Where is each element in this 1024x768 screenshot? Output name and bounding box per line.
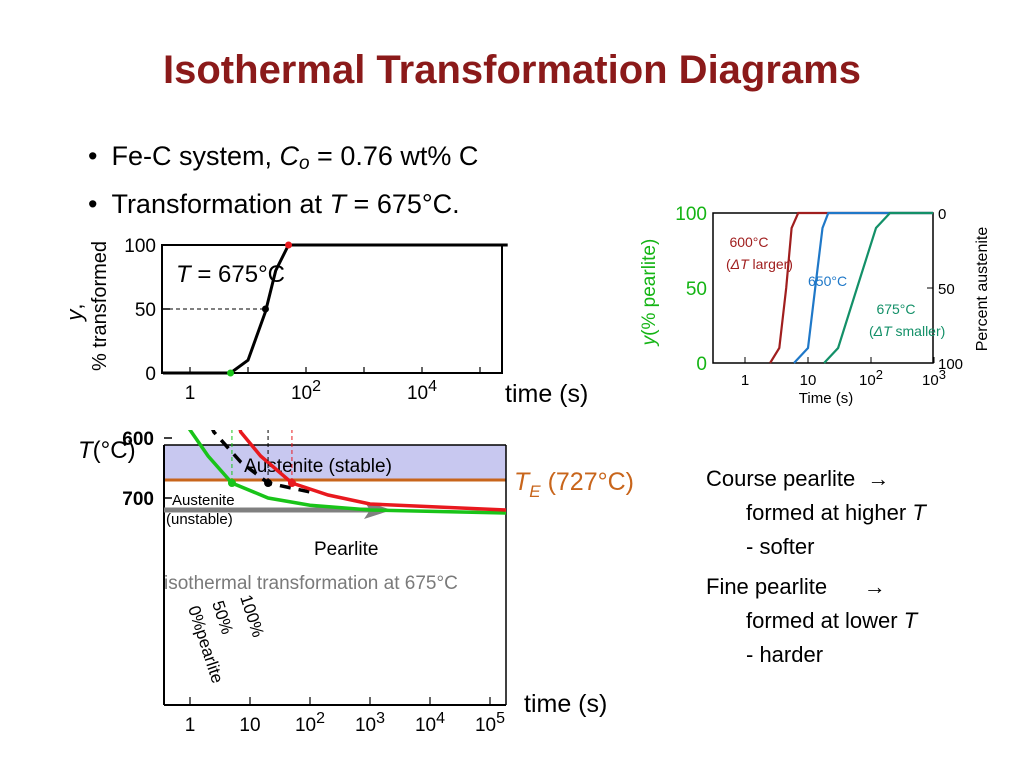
x-tick-label: 102 bbox=[291, 378, 321, 404]
y-tick-label: 100 bbox=[675, 204, 707, 225]
x-axis-label: time (s) bbox=[505, 380, 588, 408]
right-arrow-icon: → bbox=[863, 574, 886, 599]
y2-tick-label: 50 bbox=[938, 281, 955, 298]
x-tick-label: 103 bbox=[355, 710, 385, 736]
bullet-system: Fe-C system, Co = 0.76 wt% C bbox=[88, 136, 478, 184]
austenite-stable-region bbox=[164, 445, 506, 480]
y-axis-label: % transformed bbox=[89, 241, 111, 371]
x-axis-label: time (s) bbox=[524, 690, 607, 718]
pearlite-region-label: Pearlite bbox=[314, 539, 378, 560]
curve-series-0 bbox=[769, 211, 933, 364]
data-marker bbox=[227, 369, 235, 377]
curve-50pct bbox=[211, 430, 311, 494]
x-tick-label: 10 bbox=[800, 372, 817, 389]
data-marker bbox=[264, 479, 273, 487]
data-marker bbox=[285, 241, 293, 249]
fine-pearlite-line3: - harder bbox=[746, 642, 824, 667]
series-note-675: (ΔT smaller) bbox=[869, 323, 945, 339]
coarse-pearlite-line2: formed at higher T bbox=[746, 500, 926, 525]
x-tick-label: 10 bbox=[239, 715, 260, 736]
coarse-pearlite-line3: - softer bbox=[746, 534, 815, 559]
isothermal-label: isothermal transformation at 675°C bbox=[164, 573, 458, 594]
x-tick-label: 105 bbox=[475, 710, 505, 736]
curve-series-1 bbox=[793, 211, 933, 364]
x-tick-label: 104 bbox=[415, 710, 445, 736]
slide-title: Isothermal Transformation Diagrams bbox=[163, 48, 861, 92]
x-axis-label: Time (s) bbox=[799, 390, 853, 407]
x-tick-label: 102 bbox=[295, 710, 325, 736]
coarse-pearlite-head: Course pearlite → bbox=[706, 466, 890, 491]
right-arrow-icon: → bbox=[867, 466, 890, 491]
x-tick-label: 103 bbox=[922, 367, 946, 389]
y-axis-label: T(°C) bbox=[78, 437, 136, 464]
y2-axis-label: Percent austenite bbox=[974, 227, 991, 352]
austenite-unstable-label-2: (unstable) bbox=[166, 511, 233, 528]
series-label-600: 600°C bbox=[729, 234, 768, 250]
x-tick-label: 1 bbox=[185, 715, 196, 736]
transformation-curve-chart: y, % transformed 0 50 100 1 102 104 T = 675°… bbox=[62, 236, 588, 408]
y-tick-label: 600 bbox=[122, 430, 154, 450]
data-marker bbox=[227, 479, 236, 487]
ttt-diagram: T(°C) Austenite (stable) TE (727°C) 4005… bbox=[78, 430, 634, 736]
series-label-675: 675°C bbox=[876, 301, 915, 317]
transformation-curve-line bbox=[163, 243, 508, 375]
pearlite-notes: Course pearlite → formed at higher T - s… bbox=[706, 462, 1006, 672]
y-tick-label: 0 bbox=[145, 364, 156, 385]
data-marker bbox=[287, 479, 296, 487]
te-label: TE (727°C) bbox=[514, 468, 634, 501]
y2-tick-label: 100 bbox=[938, 356, 963, 373]
y-tick-label: 50 bbox=[686, 279, 707, 300]
series-note-600: (ΔT larger) bbox=[726, 256, 793, 272]
x-tick-label: 1 bbox=[185, 383, 196, 404]
x-tick-label: 104 bbox=[407, 378, 437, 404]
y-tick-label: 700 bbox=[122, 489, 154, 510]
temperature-annotation: T = 675°C bbox=[176, 261, 285, 288]
curve-series-2 bbox=[823, 211, 933, 364]
fine-pearlite-line2: formed at lower T bbox=[746, 608, 918, 633]
y-tick-label: 50 bbox=[135, 300, 156, 321]
temperature-dependence-chart: y(% pearlite) Percent austenite 0 50 100 0 5… bbox=[639, 204, 991, 407]
y-axis-var: y, bbox=[62, 303, 87, 322]
curve-label-100pct: 100% bbox=[236, 592, 268, 639]
curve-label-50pct: 50% bbox=[208, 598, 237, 636]
y-tick-label: 100 bbox=[124, 236, 156, 257]
y-axis-label: y(% pearlite) bbox=[639, 239, 660, 348]
bullet-list: Fe-C system, Co = 0.76 wt% C Transformat… bbox=[88, 136, 478, 224]
y2-tick-label: 0 bbox=[938, 206, 946, 223]
x-tick-label: 102 bbox=[859, 367, 883, 389]
x-tick-label: 1 bbox=[741, 372, 749, 389]
series-label-650: 650°C bbox=[808, 273, 847, 289]
y-tick-label: 0 bbox=[696, 354, 707, 375]
austenite-unstable-label: Austenite bbox=[172, 492, 235, 509]
data-marker bbox=[261, 305, 269, 313]
curve-0pct bbox=[187, 430, 507, 515]
fine-pearlite-head: Fine pearlite → bbox=[706, 574, 886, 599]
bullet-transformation: Transformation at T = 675°C. bbox=[88, 184, 478, 224]
